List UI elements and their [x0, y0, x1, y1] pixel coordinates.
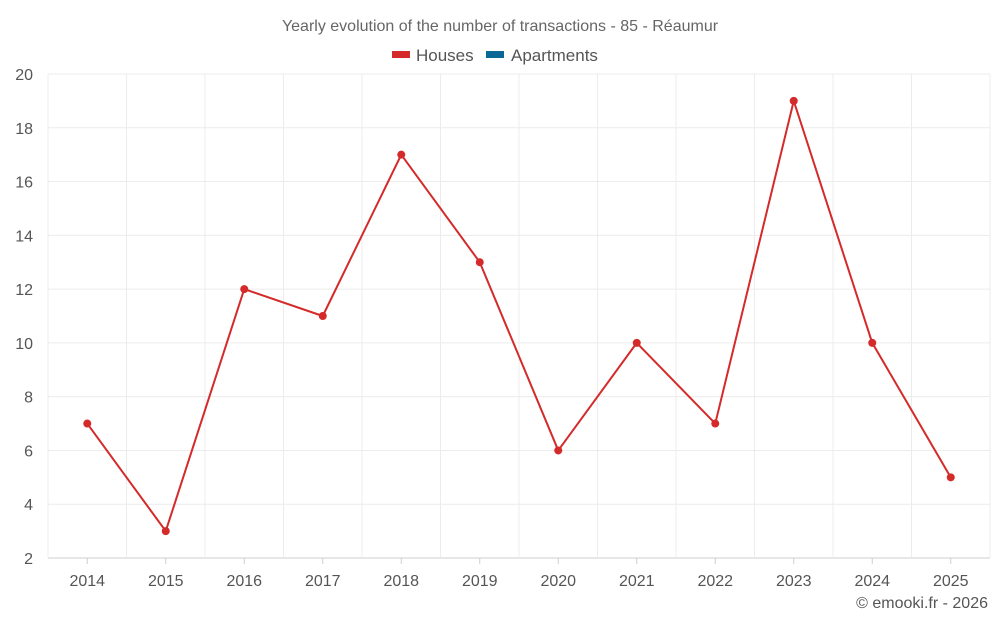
data-point-houses-2018[interactable] [397, 150, 406, 159]
y-tick-label: 4 [24, 497, 33, 514]
x-tick-label: 2021 [619, 573, 655, 590]
legend-label-houses: Houses [416, 46, 474, 65]
y-tick-label: 6 [24, 443, 33, 460]
x-tick-label: 2023 [776, 573, 812, 590]
credit-text: © emooki.fr - 2026 [856, 595, 988, 612]
x-tick-label: 2018 [383, 573, 419, 590]
legend-item-apartments[interactable]: Apartments [486, 46, 598, 65]
chart-title: Yearly evolution of the number of transa… [282, 18, 719, 35]
x-tick-label: 2014 [69, 573, 105, 590]
data-point-houses-2023[interactable] [789, 96, 798, 105]
data-point-houses-2016[interactable] [240, 285, 249, 294]
data-point-houses-2022[interactable] [711, 419, 720, 428]
data-point-houses-2025[interactable] [946, 473, 955, 482]
x-tick-label: 2024 [854, 573, 890, 590]
y-tick-label: 8 [24, 390, 33, 407]
x-tick-label: 2015 [148, 573, 184, 590]
legend-swatch-houses [392, 51, 410, 58]
y-tick-label: 14 [15, 228, 33, 245]
x-tick-label: 2019 [462, 573, 498, 590]
x-axis: 2014 2015 2016 2017 2018 2019 2020 2021 2022 2023… [69, 558, 969, 590]
y-tick-label: 10 [15, 336, 33, 353]
data-point-houses-2014[interactable] [83, 419, 92, 428]
y-axis: 2 4 6 8 10 12 14 16 18 20 [15, 67, 33, 568]
x-tick-label: 2022 [697, 573, 733, 590]
data-point-houses-2019[interactable] [475, 258, 484, 267]
legend-swatch-apartments [486, 51, 504, 58]
y-tick-label: 20 [15, 67, 33, 84]
data-point-houses-2015[interactable] [161, 527, 170, 536]
series-houses [83, 96, 955, 536]
legend: Houses Apartments [392, 46, 598, 65]
data-point-houses-2021[interactable] [632, 338, 641, 347]
y-tick-label: 2 [24, 551, 33, 568]
x-tick-label: 2017 [305, 573, 341, 590]
y-tick-label: 18 [15, 121, 33, 138]
data-point-houses-2024[interactable] [868, 338, 877, 347]
x-tick-label: 2025 [933, 573, 969, 590]
grid [47, 73, 991, 559]
data-point-houses-2020[interactable] [554, 446, 563, 455]
data-point-houses-2017[interactable] [318, 312, 327, 320]
y-tick-label: 12 [15, 282, 33, 299]
x-tick-label: 2016 [226, 573, 262, 590]
series-line-houses [86, 99, 952, 533]
y-tick-label: 16 [15, 175, 33, 192]
x-tick-label: 2020 [540, 573, 576, 590]
legend-item-houses[interactable]: Houses [392, 46, 474, 65]
legend-label-apartments: Apartments [511, 46, 598, 65]
